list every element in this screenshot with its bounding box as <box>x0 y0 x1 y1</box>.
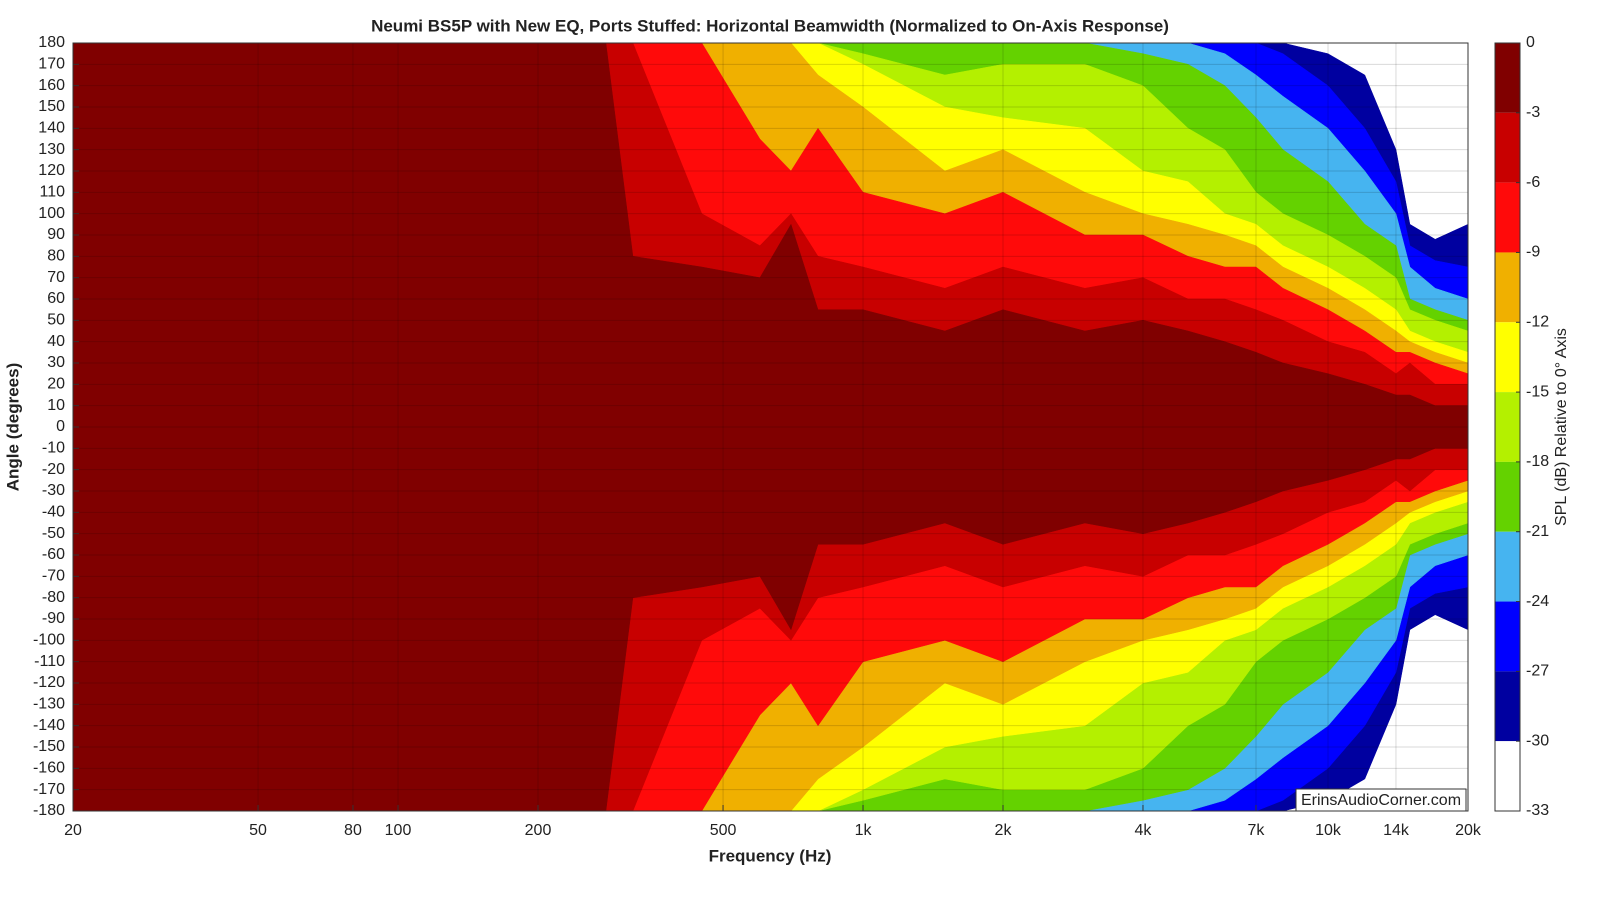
colorbar-tick-label: -3 <box>1526 104 1540 121</box>
y-tick-label: 0 <box>56 418 65 435</box>
y-tick-label: 30 <box>47 354 65 371</box>
y-tick-label: -160 <box>33 760 65 777</box>
y-tick-label: -170 <box>33 781 65 798</box>
watermark: ErinsAudioCorner.com <box>1301 792 1461 809</box>
y-tick-label: -90 <box>42 610 65 627</box>
y-tick-label: 80 <box>47 248 65 265</box>
colorbar-tick-label: -33 <box>1526 802 1549 819</box>
y-tick-label: 20 <box>47 376 65 393</box>
colorbar-frame <box>1494 42 1521 812</box>
colorbar-tick-label: -18 <box>1526 453 1549 470</box>
colorbar-band <box>1495 741 1520 811</box>
y-tick-label: 130 <box>38 141 65 158</box>
colorbar-tick-label: -6 <box>1526 174 1540 191</box>
colorbar-band <box>1495 671 1520 742</box>
y-tick-label: 140 <box>38 120 65 137</box>
x-tick-label: 20 <box>64 822 82 839</box>
y-tick-label: -10 <box>42 440 65 457</box>
colorbar-tick-label: 0 <box>1526 34 1535 51</box>
colorbar-band <box>1495 461 1520 532</box>
x-tick-label: 14k <box>1383 822 1410 839</box>
y-tick-label: -110 <box>34 653 65 670</box>
y-tick-label: -60 <box>42 546 65 563</box>
colorbar-tick-label: -27 <box>1526 663 1549 680</box>
colorbar-band <box>1495 531 1520 602</box>
x-tick-label: 80 <box>344 822 362 839</box>
y-tick-label: 120 <box>38 162 65 179</box>
x-tick-label: 200 <box>525 822 552 839</box>
y-tick-label: -180 <box>33 802 65 819</box>
y-tick-label: -20 <box>42 461 65 478</box>
y-tick-label: -50 <box>42 525 65 542</box>
x-tick-label: 10k <box>1315 822 1342 839</box>
chart-title: Neumi BS5P with New EQ, Ports Stuffed: H… <box>371 16 1169 35</box>
y-tick-label: 150 <box>38 98 65 115</box>
contour-region <box>72 426 1469 812</box>
colorbar-tick-label: -12 <box>1526 313 1549 330</box>
colorbar-tick-label: -24 <box>1526 593 1549 610</box>
y-tick-label: 60 <box>47 290 65 307</box>
y-tick-label: -30 <box>42 482 65 499</box>
y-tick-label: 10 <box>47 397 65 414</box>
colorbar-band <box>1495 43 1520 113</box>
x-tick-label: 7k <box>1248 822 1266 839</box>
y-tick-label: 40 <box>47 333 65 350</box>
y-tick-label: 170 <box>38 56 65 73</box>
colorbar-band <box>1495 392 1520 462</box>
x-tick-label: 100 <box>385 822 412 839</box>
colorbar-tick-label: -30 <box>1526 732 1549 749</box>
y-tick-label: -150 <box>33 738 65 755</box>
y-tick-label: -140 <box>33 717 65 734</box>
x-tick-label: 4k <box>1135 822 1153 839</box>
colorbar-band <box>1495 252 1520 323</box>
x-tick-label: 20k <box>1455 822 1482 839</box>
y-tick-label: -40 <box>42 504 65 521</box>
x-axis-label: Frequency (Hz) <box>709 846 832 865</box>
y-axis-label: Angle (degrees) <box>3 363 22 491</box>
y-tick-label: 100 <box>38 205 65 222</box>
y-tick-label: 90 <box>47 226 65 243</box>
y-tick-label: -80 <box>42 589 65 606</box>
colorbar-band <box>1495 322 1520 393</box>
x-tick-label: 1k <box>855 822 873 839</box>
colorbar-tick-label: -9 <box>1526 244 1540 261</box>
y-tick-label: 110 <box>39 184 65 201</box>
y-tick-label: -120 <box>33 674 65 691</box>
colorbar-tick-label: -21 <box>1526 523 1549 540</box>
y-tick-label: 180 <box>38 34 65 51</box>
x-tick-label: 50 <box>249 822 267 839</box>
y-tick-label: -100 <box>33 632 65 649</box>
x-tick-label: 500 <box>710 822 737 839</box>
y-tick-label: -70 <box>42 568 65 585</box>
plot-frame <box>72 42 1469 812</box>
colorbar-band <box>1495 112 1520 183</box>
x-tick-label: 2k <box>995 822 1013 839</box>
colorbar-band <box>1495 601 1520 672</box>
y-tick-label: 160 <box>38 77 65 94</box>
y-tick-label: -130 <box>33 696 65 713</box>
y-tick-label: 50 <box>47 312 65 329</box>
y-tick-label: 70 <box>47 269 65 286</box>
contour-region <box>72 42 1469 428</box>
colorbar-tick-label: -15 <box>1526 383 1549 400</box>
watermark-box <box>1295 788 1467 812</box>
colorbar-band <box>1495 182 1520 253</box>
colorbar-label: SPL (dB) Relative to 0° Axis <box>1553 328 1570 526</box>
